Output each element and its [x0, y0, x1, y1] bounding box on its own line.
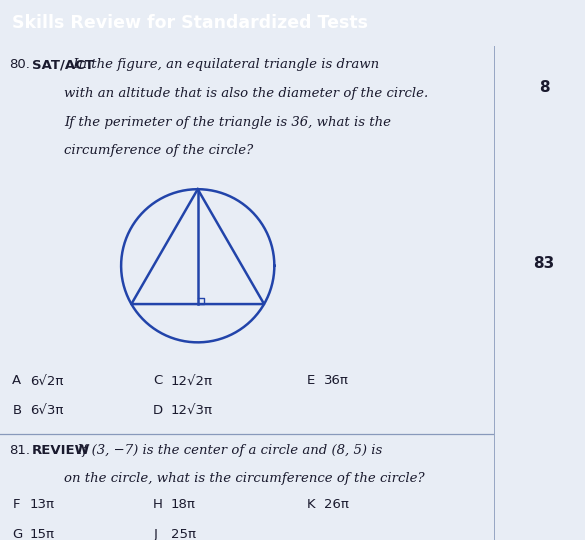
Text: 80.: 80.: [9, 58, 30, 71]
Text: H: H: [153, 498, 163, 511]
Text: J: J: [153, 528, 157, 540]
Text: K: K: [307, 498, 315, 511]
Text: 15π: 15π: [30, 528, 54, 540]
Text: 36π: 36π: [324, 374, 349, 388]
Text: 8: 8: [539, 80, 549, 96]
Text: 13π: 13π: [30, 498, 54, 511]
Text: Skills Review for Standardized Tests: Skills Review for Standardized Tests: [12, 14, 369, 32]
Text: 12√3π: 12√3π: [171, 404, 212, 417]
Text: 81.: 81.: [9, 444, 30, 457]
Text: If the perimeter of the triangle is 36, what is the: If the perimeter of the triangle is 36, …: [64, 116, 391, 129]
Text: 6√3π: 6√3π: [30, 404, 63, 417]
Text: A: A: [12, 374, 22, 388]
Text: B: B: [12, 404, 22, 417]
Text: In the figure, an equilateral triangle is drawn: In the figure, an equilateral triangle i…: [69, 58, 379, 71]
Text: If (3, −7) is the center of a circle and (8, 5) is: If (3, −7) is the center of a circle and…: [73, 444, 382, 457]
Text: REVIEW: REVIEW: [32, 444, 90, 457]
Text: 26π: 26π: [324, 498, 349, 511]
Text: 83: 83: [534, 256, 555, 271]
Text: 25π: 25π: [171, 528, 195, 540]
Text: circumference of the circle?: circumference of the circle?: [64, 144, 253, 157]
Text: C: C: [153, 374, 163, 388]
Text: with an altitude that is also the diameter of the circle.: with an altitude that is also the diamet…: [64, 87, 428, 100]
Text: F: F: [12, 498, 20, 511]
Text: 18π: 18π: [171, 498, 195, 511]
Text: SAT/ACT: SAT/ACT: [32, 58, 94, 71]
Text: D: D: [153, 404, 163, 417]
Text: 12√2π: 12√2π: [171, 374, 212, 388]
Text: 6√2π: 6√2π: [30, 374, 63, 388]
Text: E: E: [307, 374, 315, 388]
Text: G: G: [12, 528, 23, 540]
Text: on the circle, what is the circumference of the circle?: on the circle, what is the circumference…: [64, 472, 425, 485]
